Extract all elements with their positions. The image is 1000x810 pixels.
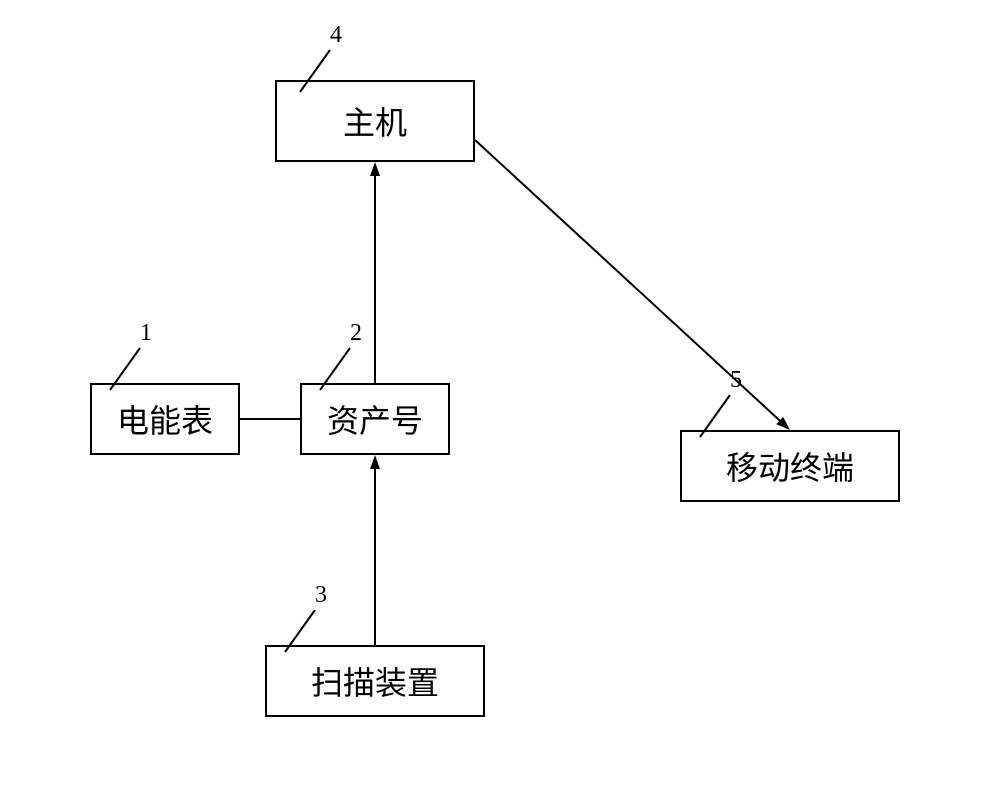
node-energy-meter-label: 电能表 — [117, 396, 213, 442]
ref-label-2: 2 — [350, 320, 362, 347]
node-mobile-terminal-label: 移动终端 — [726, 443, 854, 489]
ref-label-4: 4 — [330, 22, 342, 49]
node-asset-number: 资产号 — [300, 383, 450, 455]
ref-label-5: 5 — [730, 367, 742, 394]
ref-label-3: 3 — [315, 582, 327, 609]
diagram-canvas: 主机 4 电能表 1 资产号 2 移动终端 5 扫描装置 3 — [0, 0, 1000, 810]
node-energy-meter: 电能表 — [90, 383, 240, 455]
node-mobile-terminal: 移动终端 — [680, 430, 900, 502]
node-asset-number-label: 资产号 — [327, 396, 423, 442]
ref-label-1: 1 — [140, 320, 152, 347]
node-host: 主机 — [275, 80, 475, 162]
node-host-label: 主机 — [343, 98, 407, 144]
node-scanner-label: 扫描装置 — [311, 658, 439, 704]
node-scanner: 扫描装置 — [265, 645, 485, 717]
